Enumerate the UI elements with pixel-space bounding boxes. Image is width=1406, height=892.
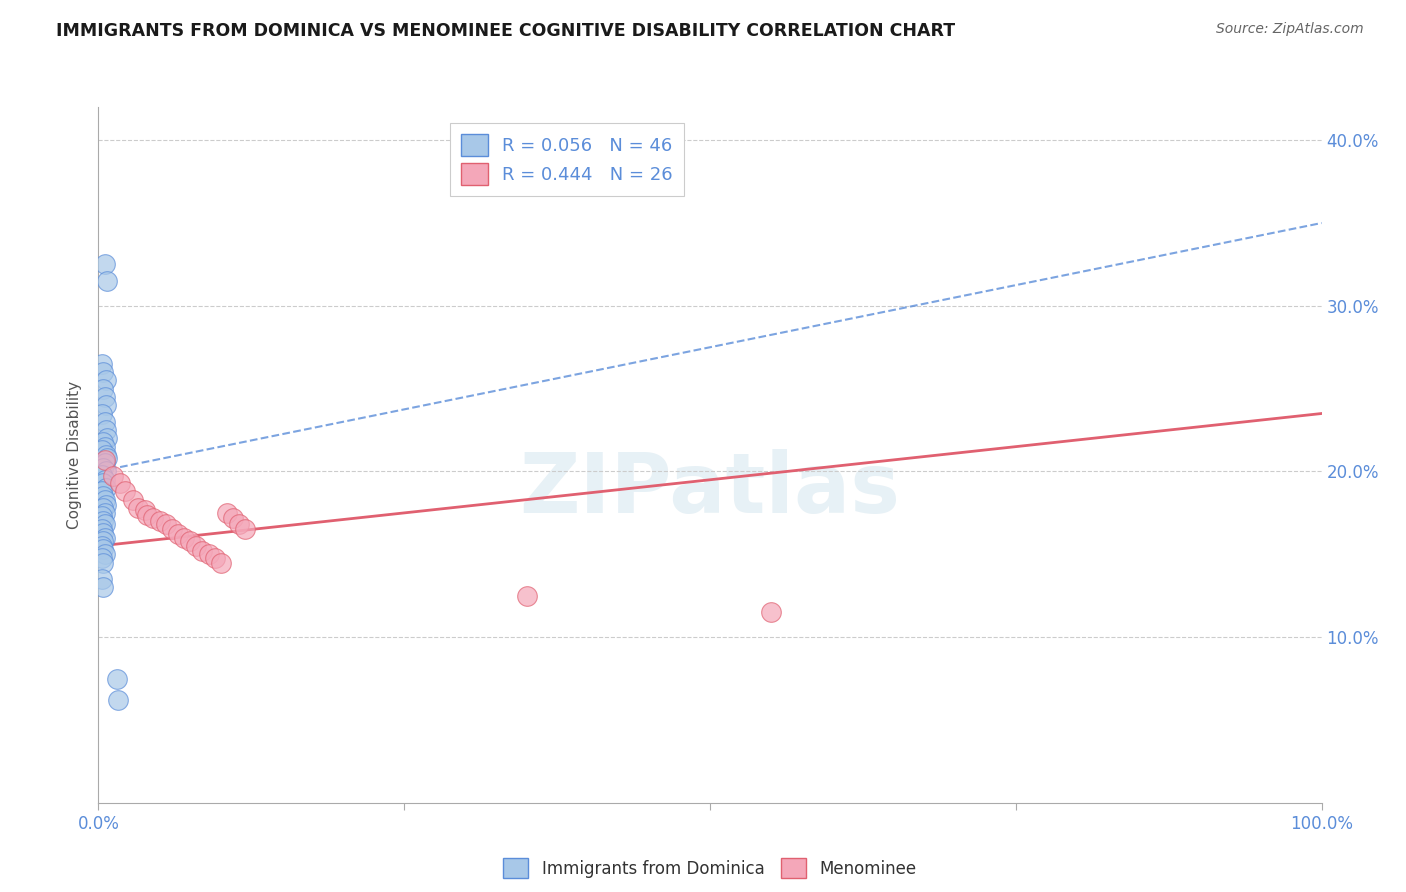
Legend: Immigrants from Dominica, Menominee: Immigrants from Dominica, Menominee xyxy=(496,851,924,885)
Point xyxy=(93,473,115,487)
Point xyxy=(127,500,149,515)
Point xyxy=(91,484,114,499)
Point xyxy=(101,469,124,483)
Point xyxy=(167,527,190,541)
Point xyxy=(173,531,195,545)
Point xyxy=(94,481,117,495)
Text: ZIPatlas: ZIPatlas xyxy=(520,450,900,530)
Point xyxy=(197,547,219,561)
Y-axis label: Cognitive Disability: Cognitive Disability xyxy=(67,381,83,529)
Point xyxy=(94,398,117,412)
Point xyxy=(91,365,114,379)
Point xyxy=(186,539,208,553)
Point xyxy=(93,506,115,520)
Point xyxy=(204,550,226,565)
Text: IMMIGRANTS FROM DOMINICA VS MENOMINEE COGNITIVE DISABILITY CORRELATION CHART: IMMIGRANTS FROM DOMINICA VS MENOMINEE CO… xyxy=(56,22,955,40)
Point xyxy=(233,523,256,537)
Point xyxy=(91,382,114,396)
Point xyxy=(94,423,117,437)
Point xyxy=(105,672,128,686)
Point xyxy=(222,511,245,525)
Point xyxy=(91,523,114,537)
Point xyxy=(121,492,143,507)
Point xyxy=(93,517,115,532)
Point xyxy=(91,357,114,371)
Point xyxy=(91,534,114,549)
Text: Source: ZipAtlas.com: Source: ZipAtlas.com xyxy=(1216,22,1364,37)
Point xyxy=(91,467,114,482)
Point xyxy=(91,550,114,565)
Point xyxy=(91,556,114,570)
Point xyxy=(94,373,117,387)
Point xyxy=(93,390,115,404)
Point xyxy=(191,544,214,558)
Point xyxy=(91,500,114,515)
Point xyxy=(91,542,114,557)
Point xyxy=(93,440,115,454)
Point xyxy=(114,484,136,499)
Point xyxy=(91,509,114,524)
Point xyxy=(91,572,114,586)
Point xyxy=(91,461,114,475)
Point xyxy=(91,407,114,421)
Point xyxy=(91,539,114,553)
Point xyxy=(96,451,118,466)
Point xyxy=(107,693,129,707)
Point xyxy=(91,489,114,503)
Point xyxy=(93,547,115,561)
Point xyxy=(91,434,114,449)
Point xyxy=(91,514,114,528)
Point xyxy=(94,498,117,512)
Point xyxy=(94,465,117,479)
Point xyxy=(136,508,159,522)
Point xyxy=(96,431,118,445)
Point xyxy=(515,589,537,603)
Point xyxy=(91,525,114,540)
Point xyxy=(215,506,238,520)
Point xyxy=(160,523,183,537)
Point xyxy=(94,448,117,462)
Point xyxy=(228,517,250,532)
Point xyxy=(96,274,118,288)
Point xyxy=(155,517,177,532)
Point xyxy=(91,581,114,595)
Point xyxy=(93,415,115,429)
Point xyxy=(93,456,115,470)
Point xyxy=(134,502,156,516)
Point xyxy=(209,556,232,570)
Point xyxy=(110,476,132,491)
Point xyxy=(142,511,165,525)
Point xyxy=(93,257,115,271)
Point xyxy=(93,492,115,507)
Point xyxy=(179,534,201,549)
Point xyxy=(93,531,115,545)
Point xyxy=(91,442,114,457)
Point xyxy=(93,453,115,467)
Point xyxy=(149,514,172,528)
Point xyxy=(761,605,783,619)
Point xyxy=(91,476,114,491)
